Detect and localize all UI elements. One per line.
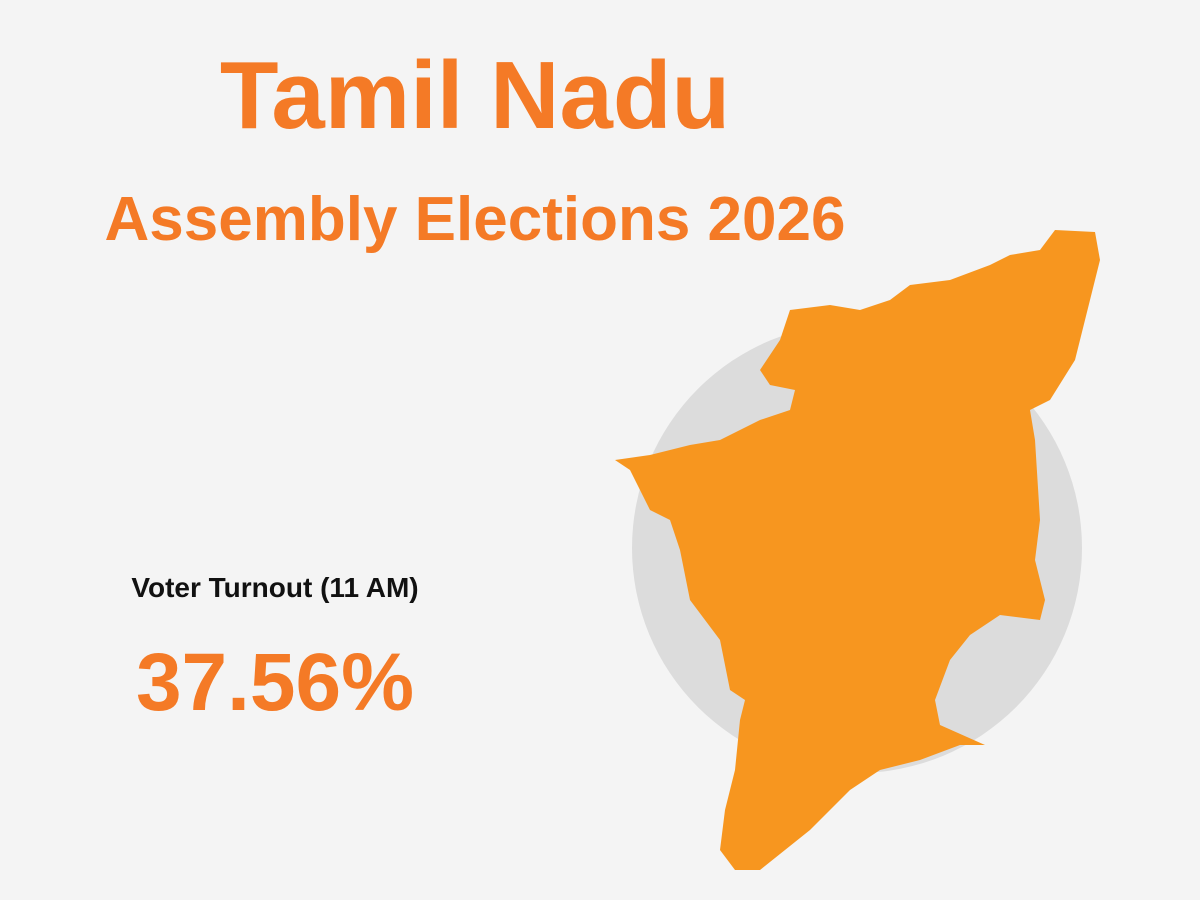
state-map xyxy=(615,230,1100,870)
stat-value: 37.56% xyxy=(136,637,414,728)
stat-label: Voter Turnout (11 AM) xyxy=(131,572,418,603)
title: Tamil Nadu xyxy=(220,42,730,149)
subtitle: Assembly Elections 2026 xyxy=(105,185,846,254)
